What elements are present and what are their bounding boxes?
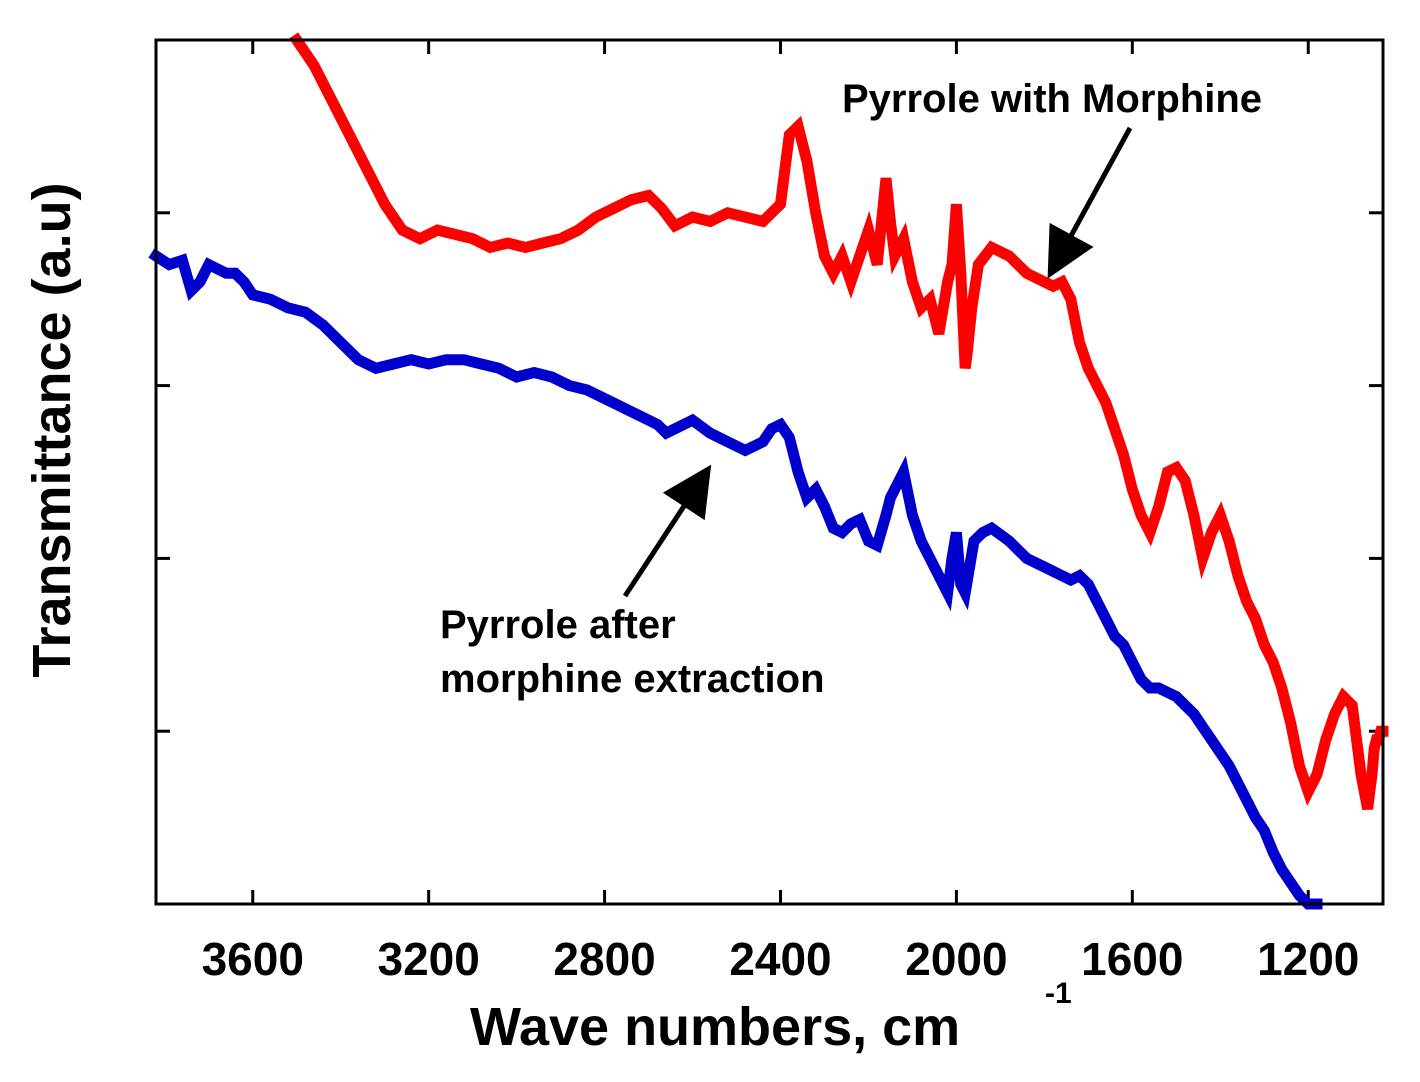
series-line-pyrrole-after-extraction	[148, 248, 1323, 910]
y-axis-title: Transmittance (a.u)	[22, 182, 82, 677]
annotation-blue-label-line1: Pyrrole after	[440, 603, 676, 647]
annotation-blue-label-line2: morphine extraction	[440, 657, 825, 701]
plot-frame	[154, 38, 1385, 906]
x-tick-labels: 3600 3200 2800 2400 2000 1600 1200	[202, 933, 1360, 985]
ticks	[156, 40, 1383, 904]
x-tick-label-2000: 2000	[905, 933, 1007, 985]
series	[148, 32, 1389, 910]
x-tick-label-2800: 2800	[553, 933, 655, 985]
x-tick-label-2400: 2400	[729, 933, 831, 985]
x-tick-label-1200: 1200	[1257, 933, 1359, 985]
x-tick-label-3600: 3600	[202, 933, 304, 985]
annotation-blue-arrow	[622, 464, 712, 598]
series-line-pyrrole-with-morphine	[289, 32, 1389, 811]
annotation-red-label: Pyrrole with Morphine	[842, 77, 1262, 121]
x-axis-title: Wave numbers, cm	[470, 997, 960, 1057]
annotation-red-arrow	[1047, 126, 1133, 279]
x-tick-label-1600: 1600	[1081, 933, 1183, 985]
x-tick-label-3200: 3200	[377, 933, 479, 985]
x-axis-title-superscript: -1	[1045, 977, 1072, 1010]
